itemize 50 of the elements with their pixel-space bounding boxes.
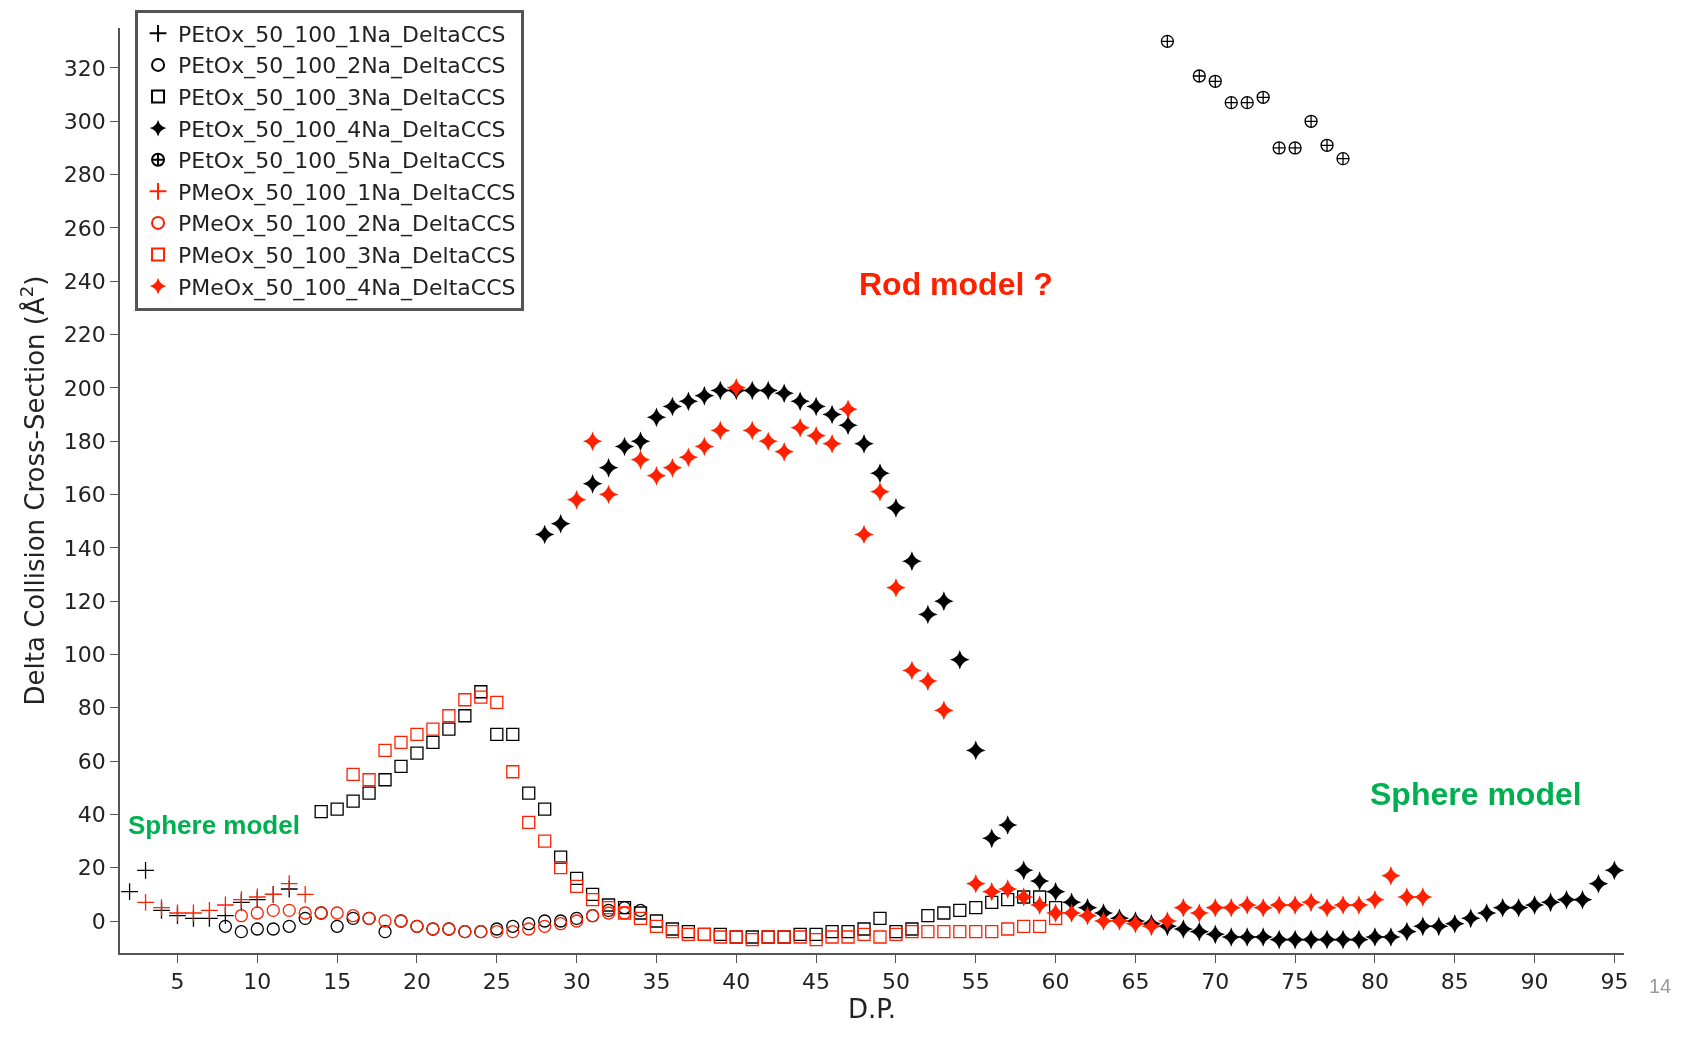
y-tick-label: 160: [63, 482, 106, 508]
legend-label: PMeOx_50_100_3Na_DeltaCCS: [178, 243, 516, 270]
x-tick-label: 95: [1600, 969, 1629, 995]
y-tick-label: 120: [63, 588, 106, 614]
legend-label: PMeOx_50_100_2Na_DeltaCCS: [178, 211, 516, 238]
x-tick-label: 20: [402, 969, 431, 995]
annotation: Sphere model: [1370, 776, 1582, 812]
x-tick-label: 25: [482, 969, 511, 995]
annotation: Rod model ?: [859, 266, 1053, 302]
legend-label: PEtOx_50_100_4Na_DeltaCCS: [178, 116, 506, 143]
y-tick-label: 100: [63, 642, 106, 668]
x-tick-label: 45: [802, 969, 831, 995]
x-tick-label: 10: [243, 969, 272, 995]
y-tick-label: 240: [63, 268, 106, 294]
x-tick-label: 5: [170, 969, 185, 995]
x-tick-label: 50: [881, 969, 910, 995]
x-tick-label: 60: [1041, 969, 1070, 995]
annotation: Sphere model: [128, 810, 300, 840]
legend-label: PMeOx_50_100_1Na_DeltaCCS: [178, 179, 516, 206]
y-tick-label: 220: [63, 322, 106, 348]
text: 14: [1649, 975, 1672, 997]
x-tick-label: 55: [961, 969, 990, 995]
legend-label: PEtOx_50_100_2Na_DeltaCCS: [178, 53, 506, 80]
legend-label: PEtOx_50_100_5Na_DeltaCCS: [178, 148, 506, 175]
x-tick-label: 40: [722, 969, 751, 995]
y-tick-label: 0: [91, 908, 106, 934]
x-tick-label: 75: [1281, 969, 1310, 995]
x-tick-label: 85: [1440, 969, 1469, 995]
x-tick-label: 65: [1121, 969, 1150, 995]
y-tick-label: 300: [63, 109, 106, 134]
x-axis-title: D.P.: [847, 994, 897, 1025]
x-tick-label: 90: [1520, 969, 1549, 995]
legend-label: PMeOx_50_100_4Na_DeltaCCS: [178, 274, 516, 301]
y-tick-label: 40: [77, 802, 106, 828]
y-tick-label: 140: [63, 535, 106, 561]
y-tick-label: 180: [63, 428, 106, 454]
legend-label: PEtOx_50_100_1Na_DeltaCCS: [178, 21, 506, 48]
x-tick-label: 80: [1360, 969, 1389, 995]
y-tick-label: 80: [77, 695, 106, 721]
y-tick-label: 320: [63, 55, 106, 81]
y-tick-label: 60: [77, 748, 106, 774]
y-tick-label: 280: [63, 162, 106, 188]
x-tick-label: 35: [642, 969, 671, 995]
x-tick-label: 70: [1201, 969, 1230, 995]
y-tick-label: 20: [77, 855, 106, 881]
y-tick-label: 260: [63, 215, 106, 241]
x-tick-label: 15: [323, 969, 352, 995]
y-tick-label: 200: [63, 375, 106, 401]
x-tick-label: 30: [562, 969, 591, 995]
legend-label: PEtOx_50_100_3Na_DeltaCCS: [178, 85, 506, 112]
